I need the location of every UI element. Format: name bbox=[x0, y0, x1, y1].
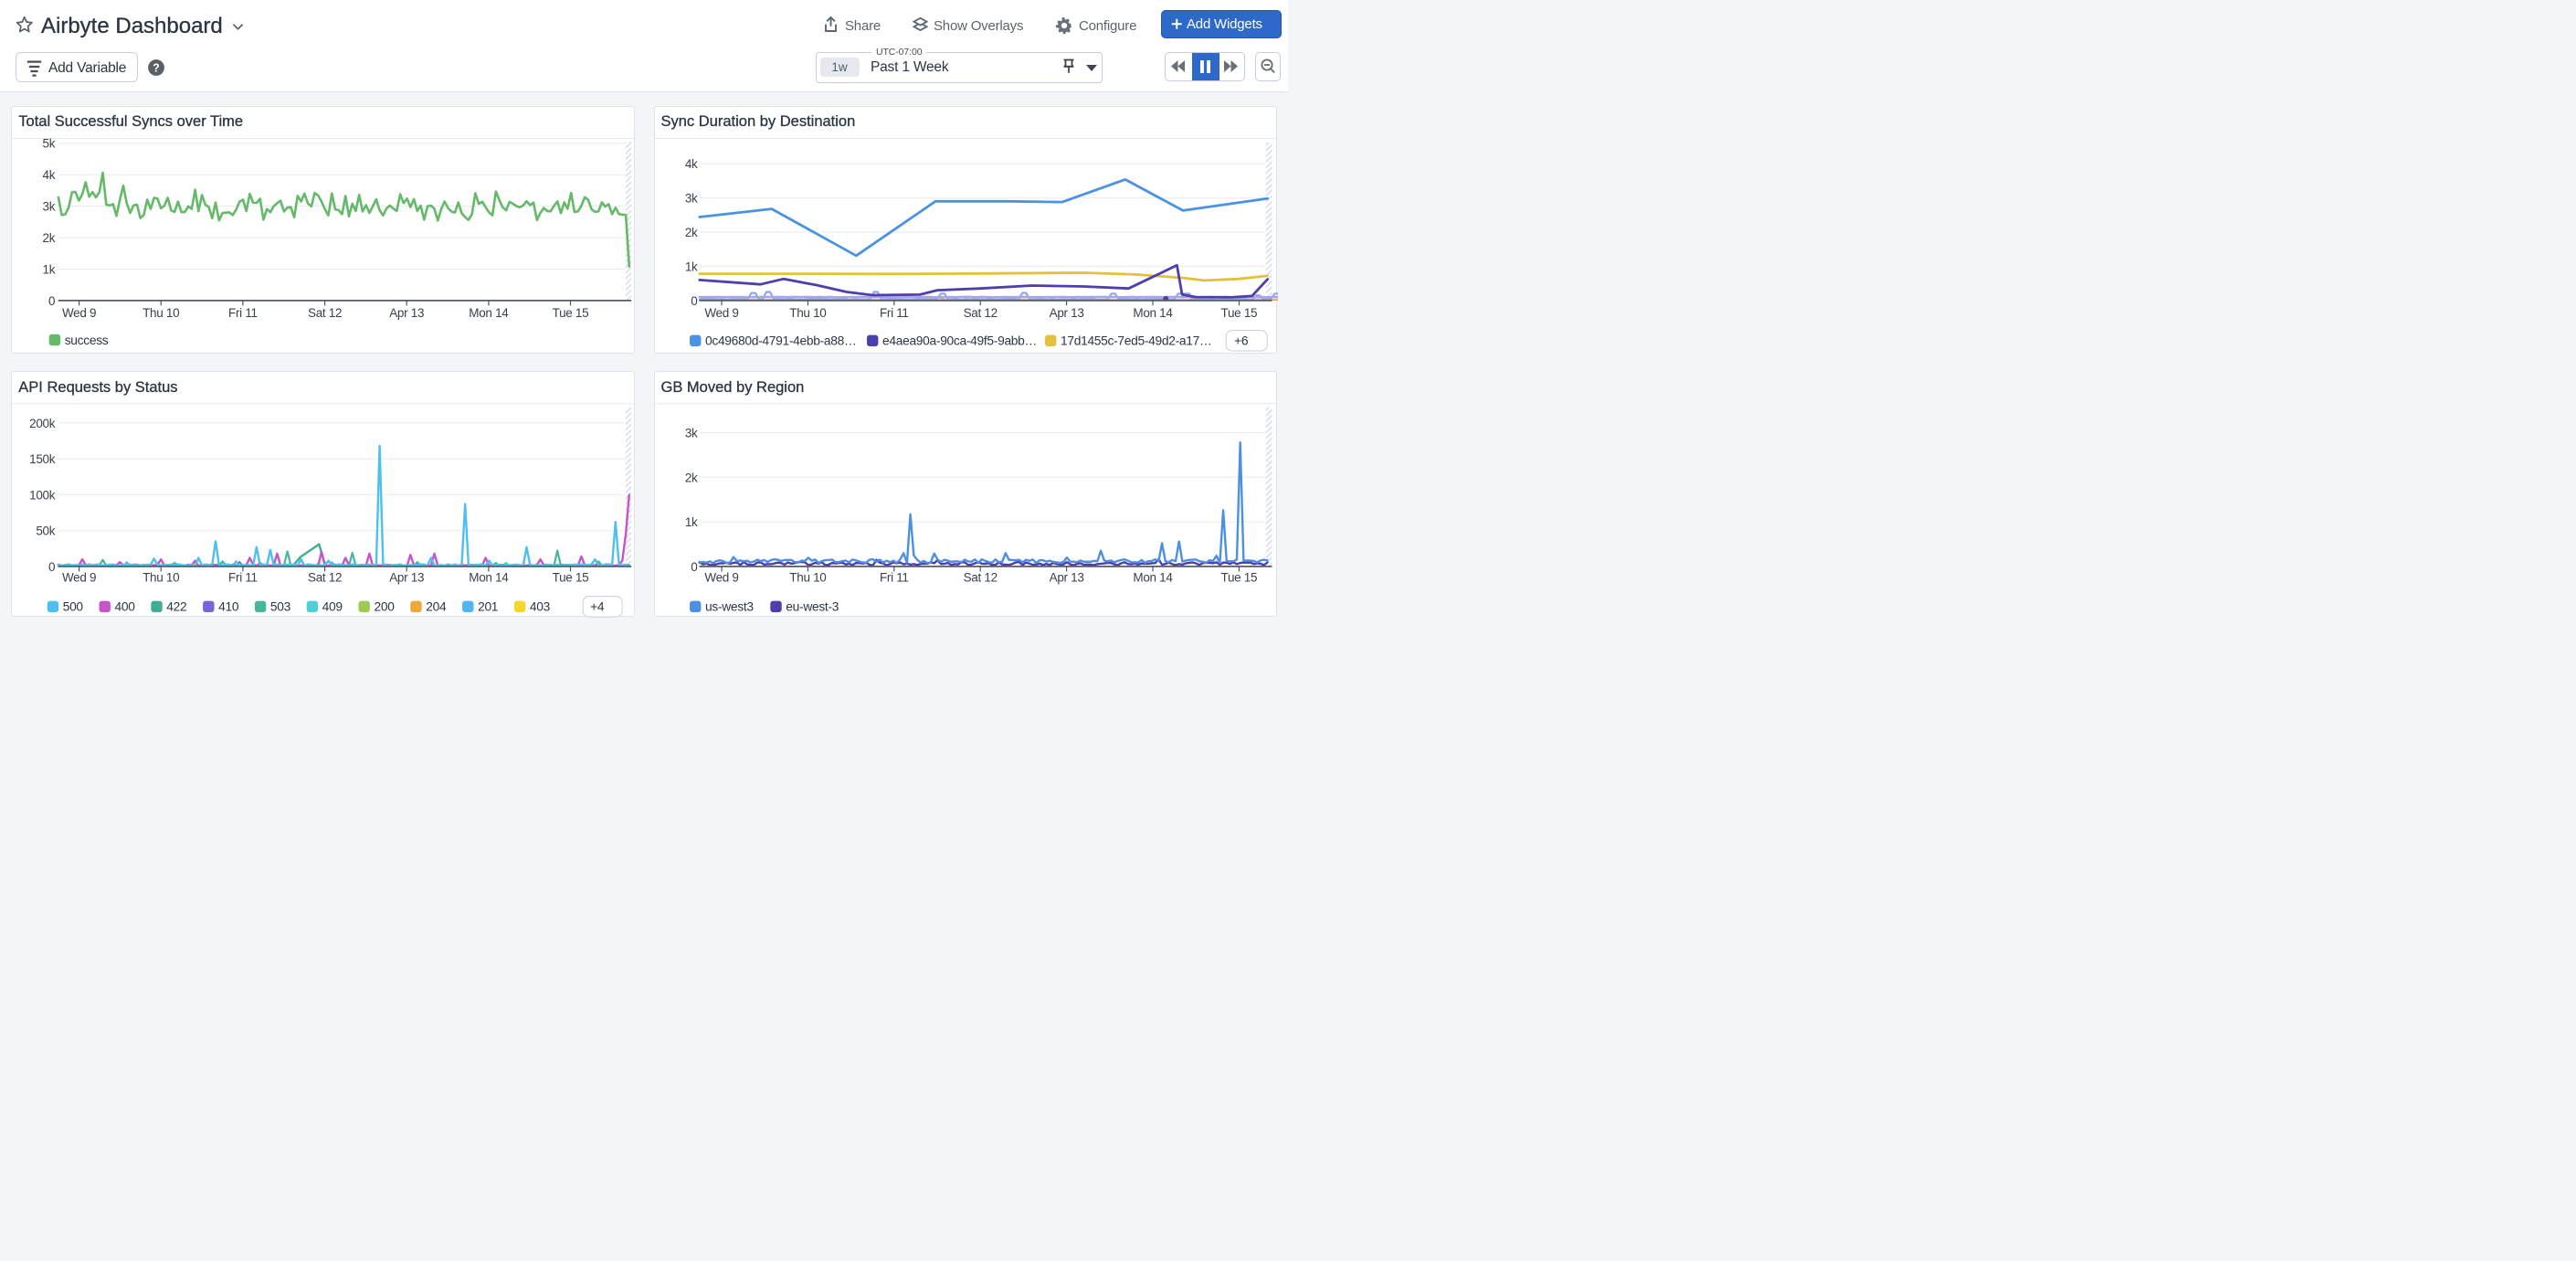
svg-text:422: 422 bbox=[167, 600, 187, 614]
svg-text:3k: 3k bbox=[684, 427, 697, 440]
svg-text:200k: 200k bbox=[29, 417, 56, 430]
svg-text:Wed 9: Wed 9 bbox=[704, 306, 738, 320]
svg-text:Wed 9: Wed 9 bbox=[62, 306, 96, 320]
svg-text:410: 410 bbox=[218, 600, 239, 614]
svg-text:503: 503 bbox=[270, 600, 291, 614]
svg-text:50k: 50k bbox=[37, 525, 56, 538]
svg-text:Thu 10: Thu 10 bbox=[143, 571, 179, 585]
svg-text:200: 200 bbox=[375, 600, 396, 614]
svg-text:Tue 15: Tue 15 bbox=[1220, 306, 1257, 320]
svg-text:0c49680d-4791-4ebb-a88…: 0c49680d-4791-4ebb-a88… bbox=[705, 334, 857, 347]
svg-text:4k: 4k bbox=[43, 168, 56, 182]
svg-text:0: 0 bbox=[48, 294, 55, 308]
svg-text:?: ? bbox=[153, 61, 160, 74]
svg-text:Tue 15: Tue 15 bbox=[553, 571, 589, 585]
svg-text:403: 403 bbox=[530, 600, 551, 614]
svg-text:+4: +4 bbox=[590, 600, 605, 614]
svg-text:Mon 14: Mon 14 bbox=[470, 571, 510, 585]
svg-text:500: 500 bbox=[63, 600, 84, 614]
svg-text:success: success bbox=[65, 333, 109, 346]
svg-text:Apr 13: Apr 13 bbox=[1049, 306, 1083, 320]
svg-text:Mon 14: Mon 14 bbox=[1133, 306, 1173, 320]
svg-text:0: 0 bbox=[691, 560, 697, 574]
svg-text:Sat 12: Sat 12 bbox=[308, 571, 342, 585]
svg-text:2k: 2k bbox=[43, 231, 56, 245]
svg-text:Tue 15: Tue 15 bbox=[553, 306, 589, 320]
svg-text:Thu 10: Thu 10 bbox=[789, 306, 826, 320]
svg-text:Mon 14: Mon 14 bbox=[1133, 571, 1173, 585]
svg-text:2k: 2k bbox=[684, 226, 697, 239]
svg-text:1k: 1k bbox=[684, 515, 697, 529]
svg-text:2k: 2k bbox=[684, 472, 697, 485]
svg-text:5k: 5k bbox=[43, 136, 56, 150]
svg-text:204: 204 bbox=[427, 600, 448, 614]
svg-text:Sat 12: Sat 12 bbox=[963, 571, 997, 585]
svg-text:Apr 13: Apr 13 bbox=[1049, 571, 1083, 585]
svg-text:Apr 13: Apr 13 bbox=[390, 306, 425, 320]
svg-text:Fri 11: Fri 11 bbox=[879, 306, 908, 320]
svg-text:400: 400 bbox=[115, 600, 136, 614]
svg-text:Fri 11: Fri 11 bbox=[228, 306, 258, 320]
svg-text:17d1455c-7ed5-49d2-a17…: 17d1455c-7ed5-49d2-a17… bbox=[1060, 334, 1211, 347]
svg-text:Apr 13: Apr 13 bbox=[390, 571, 425, 585]
svg-text:4k: 4k bbox=[684, 157, 697, 171]
svg-text:201: 201 bbox=[478, 600, 498, 614]
svg-text:Tue 15: Tue 15 bbox=[1220, 571, 1257, 585]
svg-text:Wed 9: Wed 9 bbox=[704, 571, 738, 585]
svg-text:Wed 9: Wed 9 bbox=[62, 571, 96, 585]
svg-text:+6: +6 bbox=[1234, 334, 1249, 347]
svg-text:3k: 3k bbox=[684, 191, 697, 205]
svg-text:1k: 1k bbox=[43, 262, 56, 276]
svg-text:100k: 100k bbox=[29, 489, 56, 503]
svg-text:1k: 1k bbox=[684, 260, 697, 273]
svg-text:0: 0 bbox=[48, 560, 55, 574]
svg-text:Fri 11: Fri 11 bbox=[228, 571, 258, 585]
svg-text:eu-west-3: eu-west-3 bbox=[786, 600, 839, 614]
svg-text:Sat 12: Sat 12 bbox=[308, 306, 342, 320]
svg-text:0: 0 bbox=[691, 293, 697, 307]
svg-text:3k: 3k bbox=[43, 199, 56, 213]
svg-text:Sat 12: Sat 12 bbox=[963, 306, 997, 320]
svg-text:409: 409 bbox=[322, 600, 343, 614]
svg-text:Mon 14: Mon 14 bbox=[470, 306, 510, 320]
svg-text:us-west3: us-west3 bbox=[705, 600, 754, 614]
svg-text:Thu 10: Thu 10 bbox=[789, 571, 826, 585]
svg-text:e4aea90a-90ca-49f5-9abb…: e4aea90a-90ca-49f5-9abb… bbox=[882, 334, 1036, 347]
svg-text:150k: 150k bbox=[29, 452, 56, 466]
svg-text:Fri 11: Fri 11 bbox=[879, 571, 908, 585]
svg-text:Thu 10: Thu 10 bbox=[143, 306, 179, 320]
